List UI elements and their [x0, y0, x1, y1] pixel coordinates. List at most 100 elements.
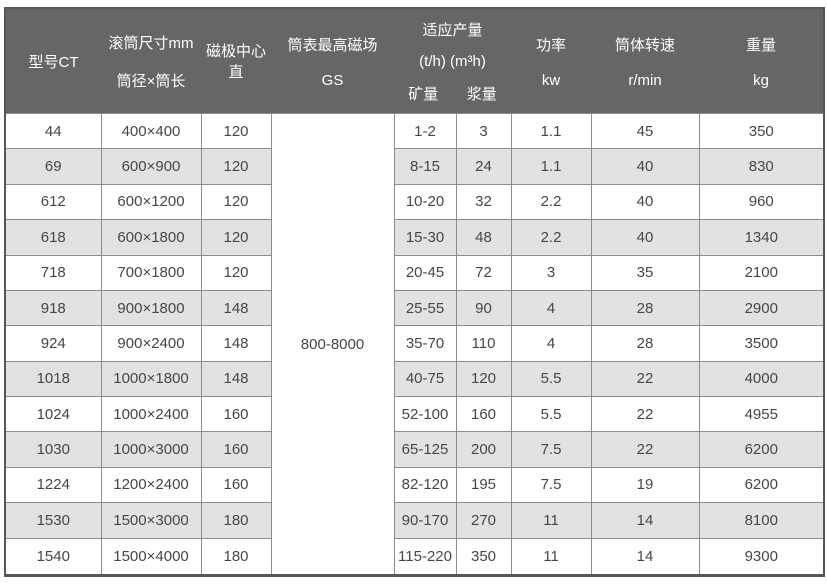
header-speed-line2: r/min [628, 71, 662, 89]
cell-model: 1224 [4, 466, 102, 504]
cell-weight: 350 [698, 112, 825, 150]
cell-drum-size: 600×1800 [100, 219, 202, 256]
cell-power: 4 [510, 325, 592, 362]
header-capacity-line2: (t/h) (m³h) [419, 52, 486, 70]
cell-power: 7.5 [510, 466, 592, 504]
cell-pole-center: 160 [200, 395, 272, 433]
cell-drum-size: 1000×1800 [100, 360, 202, 398]
cell-pole-center: 160 [200, 466, 272, 504]
table-row: 618 600×1800 120 15-30 48 2.2 40 1340 [4, 219, 825, 256]
header-capacity-ore: 矿量 [408, 85, 439, 103]
cell-weight: 1340 [698, 219, 825, 256]
cell-speed: 22 [590, 395, 700, 433]
header-speed-line1: 筒体转速 [615, 36, 676, 54]
cell-pole-center: 180 [200, 537, 272, 576]
header-drum-size-line1: 滚筒尺寸mm [108, 34, 194, 52]
cell-weight: 9300 [698, 537, 825, 576]
cell-power: 2.2 [510, 219, 592, 256]
cell-speed: 40 [590, 219, 700, 256]
cell-model: 1024 [4, 395, 102, 433]
cell-drum-size: 900×1800 [100, 289, 202, 327]
cell-capacity-ore: 15-30 [393, 219, 457, 256]
cell-speed: 14 [590, 502, 700, 539]
cell-drum-size: 400×400 [100, 112, 202, 150]
cell-capacity-ore: 20-45 [393, 254, 457, 291]
cell-speed: 14 [590, 537, 700, 576]
cell-speed: 28 [590, 325, 700, 362]
cell-speed: 22 [590, 431, 700, 468]
cell-capacity-ore: 40-75 [393, 360, 457, 398]
cell-weight: 4000 [698, 360, 825, 398]
cell-capacity-slurry: 160 [455, 395, 512, 433]
cell-drum-size: 600×1200 [100, 183, 202, 221]
cell-capacity-slurry: 120 [455, 360, 512, 398]
cell-power: 5.5 [510, 395, 592, 433]
cell-weight: 2100 [698, 254, 825, 291]
cell-power: 3 [510, 254, 592, 291]
cell-model: 1030 [4, 431, 102, 468]
table-row: 1224 1200×2400 160 82-120 195 7.5 19 6200 [4, 466, 825, 504]
cell-model: 618 [4, 219, 102, 256]
cell-drum-size: 1000×3000 [100, 431, 202, 468]
cell-pole-center: 120 [200, 148, 272, 185]
cell-pole-center: 180 [200, 502, 272, 539]
cell-capacity-ore: 1-2 [393, 112, 457, 150]
table-header: 型号CT 滚筒尺寸mm 筒径×筒长 磁极中心直 筒表最高磁场 GS [5, 8, 825, 114]
cell-capacity-slurry: 3 [455, 112, 512, 150]
cell-power: 4 [510, 289, 592, 327]
cell-speed: 19 [590, 466, 700, 504]
table-row: 1030 1000×3000 160 65-125 200 7.5 22 6200 [4, 431, 825, 468]
table-row: 1530 1500×3000 180 90-170 270 11 14 8100 [4, 502, 825, 539]
cell-drum-size: 1500×4000 [100, 537, 202, 576]
cell-capacity-slurry: 270 [455, 502, 512, 539]
table-row: 1018 1000×1800 148 40-75 120 5.5 22 4000 [4, 360, 825, 398]
cell-max-field-merged: 800-8000 [270, 113, 395, 576]
header-capacity-line1: 适应产量 [422, 21, 483, 39]
cell-capacity-ore: 115-220 [393, 537, 457, 576]
cell-capacity-slurry: 24 [455, 148, 512, 185]
cell-weight: 6200 [698, 431, 825, 468]
cell-drum-size: 1200×2400 [100, 466, 202, 504]
table-row: 1540 1500×4000 180 115-220 350 11 14 9300 [4, 537, 825, 576]
header-row: 型号CT 滚筒尺寸mm 筒径×筒长 磁极中心直 筒表最高磁场 GS [5, 8, 825, 114]
header-weight-line1: 重量 [746, 36, 777, 54]
cell-capacity-ore: 10-20 [393, 183, 457, 221]
cell-weight: 2900 [698, 289, 825, 327]
header-capacity: 适应产量 (t/h) (m³h) 矿量 浆量 [394, 8, 512, 114]
spec-table: 型号CT 滚筒尺寸mm 筒径×筒长 磁极中心直 筒表最高磁场 GS [4, 7, 826, 577]
header-capacity-subcols: 矿量 浆量 [394, 83, 511, 104]
header-max-field-line1: 筒表最高磁场 [287, 36, 378, 54]
table-row: 924 900×2400 148 35-70 110 4 28 3500 [4, 325, 825, 362]
cell-capacity-slurry: 195 [455, 466, 512, 504]
table-row: 918 900×1800 148 25-55 90 4 28 2900 [4, 289, 825, 327]
cell-model: 1018 [4, 360, 102, 398]
cell-model: 612 [4, 183, 102, 221]
header-drum-size-line2: 筒径×筒长 [116, 72, 186, 90]
cell-weight: 3500 [698, 325, 825, 362]
cell-weight: 6200 [698, 466, 825, 504]
table-row: 69 600×900 120 8-15 24 1.1 40 830 [4, 148, 825, 185]
cell-weight: 960 [698, 183, 825, 221]
cell-power: 11 [510, 502, 592, 539]
cell-drum-size: 900×2400 [100, 325, 202, 362]
cell-weight: 8100 [698, 502, 825, 539]
header-power-line2: kw [541, 71, 561, 89]
header-power-line1: 功率 [536, 36, 567, 54]
cell-capacity-slurry: 72 [455, 254, 512, 291]
cell-drum-size: 1000×2400 [100, 395, 202, 433]
cell-speed: 22 [590, 360, 700, 398]
cell-speed: 40 [590, 183, 700, 221]
header-pole-center: 磁极中心直 [201, 8, 271, 114]
cell-drum-size: 600×900 [100, 148, 202, 185]
cell-capacity-ore: 35-70 [393, 325, 457, 362]
cell-model: 44 [4, 112, 102, 150]
cell-capacity-ore: 65-125 [393, 431, 457, 468]
cell-power: 1.1 [510, 148, 592, 185]
cell-power: 7.5 [510, 431, 592, 468]
cell-pole-center: 120 [200, 254, 272, 291]
cell-pole-center: 120 [200, 183, 272, 221]
header-capacity-slurry: 浆量 [466, 85, 497, 103]
cell-capacity-ore: 82-120 [393, 466, 457, 504]
header-model: 型号CT [5, 8, 101, 114]
